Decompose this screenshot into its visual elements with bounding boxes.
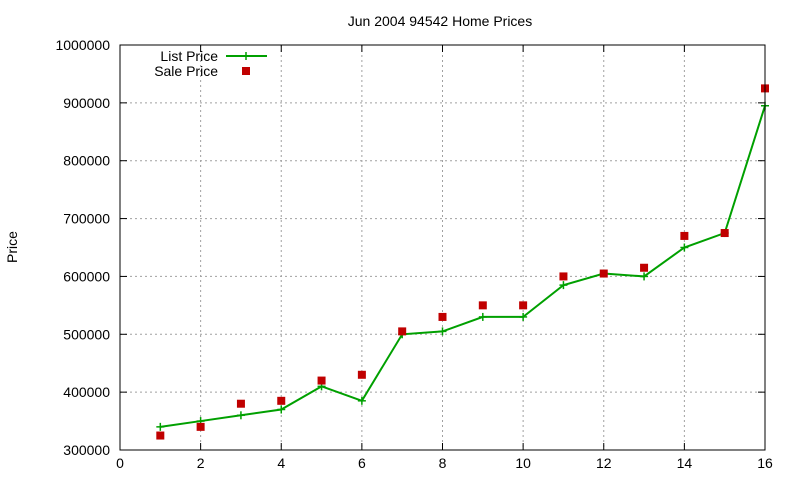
- y-tick-label: 600000: [63, 268, 110, 284]
- x-tick-label: 8: [439, 455, 447, 471]
- point-sale-price: [398, 327, 407, 336]
- point-sale-price: [438, 312, 447, 321]
- series-line-list-price: [160, 105, 766, 428]
- y-tick-label: 300000: [63, 442, 110, 458]
- point-list-price: [640, 272, 649, 281]
- point-list-price: [559, 281, 568, 290]
- legend-label-list-price: List Price: [160, 48, 218, 64]
- point-sale-price: [640, 263, 649, 272]
- chart-title: Jun 2004 94542 Home Prices: [348, 13, 532, 29]
- point-sale-price: [156, 431, 165, 440]
- y-tick-label: 800000: [63, 153, 110, 169]
- series-list-price: [156, 101, 769, 431]
- x-tick-label: 2: [197, 455, 205, 471]
- grid: [120, 45, 765, 450]
- y-axis-label: Price: [4, 231, 20, 263]
- x-tick-label: 14: [677, 455, 693, 471]
- point-list-price: [277, 405, 286, 414]
- point-sale-price: [559, 272, 568, 281]
- y-tick-label: 400000: [63, 384, 110, 400]
- point-sale-price: [599, 269, 608, 278]
- x-tick-label: 10: [515, 455, 531, 471]
- x-tick-label: 16: [757, 455, 773, 471]
- plot-frame: [119, 44, 766, 451]
- point-sale-price: [277, 396, 286, 405]
- point-sale-price: [720, 229, 729, 238]
- point-sale-price: [680, 231, 689, 240]
- x-tick-label: 6: [358, 455, 366, 471]
- y-tick-label: 900000: [63, 95, 110, 111]
- x-tick-label: 0: [116, 455, 124, 471]
- legend-marker: [242, 52, 250, 60]
- point-list-price: [438, 327, 447, 336]
- tick-labels: 0 2 4 6 8 10 12 14 16 300000 400000 500000 600000 700…: [55, 37, 773, 471]
- point-list-price: [519, 312, 528, 321]
- legend-symbol-sale-price: [242, 67, 250, 75]
- point-sale-price: [357, 370, 366, 379]
- point-list-price: [156, 422, 165, 431]
- point-sale-price: [478, 301, 487, 310]
- legend-label-sale-price: Sale Price: [154, 63, 218, 79]
- point-list-price: [236, 411, 245, 420]
- legend-symbol-list-price: [226, 52, 267, 60]
- point-sale-price: [196, 422, 205, 431]
- legend-marker: [242, 67, 250, 75]
- x-tick-label: 4: [277, 455, 285, 471]
- y-tick-label: 700000: [63, 211, 110, 227]
- series-layer: [156, 84, 769, 440]
- point-list-price: [478, 312, 487, 321]
- point-list-price: [357, 396, 366, 405]
- point-list-price: [680, 243, 689, 252]
- x-tick-label: 12: [596, 455, 612, 471]
- legend: List Price Sale Price: [154, 48, 267, 79]
- point-sale-price: [236, 399, 245, 408]
- y-tick-label: 500000: [63, 326, 110, 342]
- point-sale-price: [519, 301, 528, 310]
- y-tick-label: 1000000: [55, 37, 110, 53]
- point-sale-price: [317, 376, 326, 385]
- series-sale-price: [156, 84, 769, 440]
